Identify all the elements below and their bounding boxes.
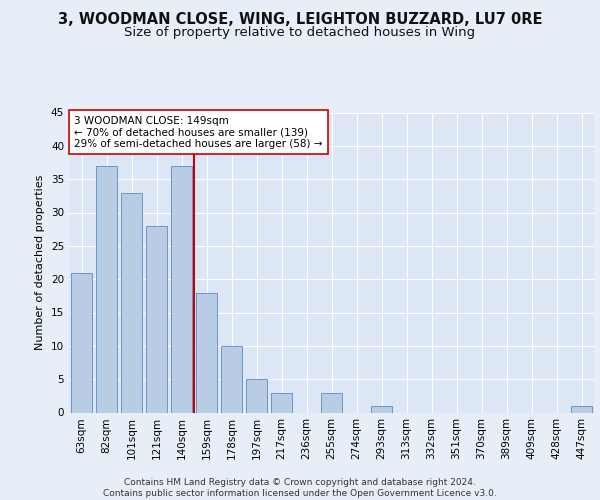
Bar [196, 292, 217, 412]
Bar [321, 392, 342, 412]
Bar [271, 392, 292, 412]
Text: Size of property relative to detached houses in Wing: Size of property relative to detached ho… [124, 26, 476, 39]
Bar [371, 406, 392, 412]
Bar [571, 406, 592, 412]
Text: 3, WOODMAN CLOSE, WING, LEIGHTON BUZZARD, LU7 0RE: 3, WOODMAN CLOSE, WING, LEIGHTON BUZZARD… [58, 12, 542, 28]
Text: Contains HM Land Registry data © Crown copyright and database right 2024.
Contai: Contains HM Land Registry data © Crown c… [103, 478, 497, 498]
Bar [121, 192, 142, 412]
Bar [221, 346, 242, 412]
Text: 3 WOODMAN CLOSE: 149sqm
← 70% of detached houses are smaller (139)
29% of semi-d: 3 WOODMAN CLOSE: 149sqm ← 70% of detache… [74, 116, 323, 148]
Bar [171, 166, 192, 412]
Bar [96, 166, 117, 412]
Y-axis label: Number of detached properties: Number of detached properties [35, 175, 46, 350]
Bar [246, 379, 267, 412]
Bar [146, 226, 167, 412]
Bar [71, 272, 92, 412]
